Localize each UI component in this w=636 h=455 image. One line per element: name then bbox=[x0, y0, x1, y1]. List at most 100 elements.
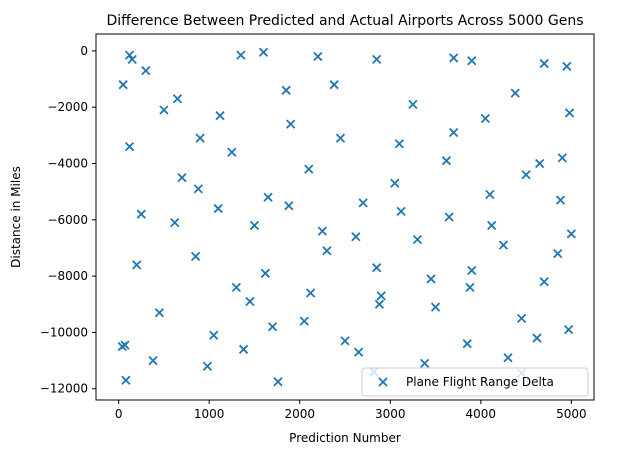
data-point bbox=[267, 322, 278, 332]
data-point bbox=[426, 274, 436, 284]
data-point bbox=[420, 358, 430, 369]
data-point bbox=[215, 111, 225, 121]
x-axis: 0 1000 2000 3000 4000 5000 bbox=[115, 400, 587, 421]
data-point bbox=[227, 147, 237, 157]
data-point bbox=[258, 47, 269, 57]
data-point bbox=[195, 133, 205, 143]
data-point bbox=[305, 288, 316, 298]
data-point bbox=[273, 377, 283, 387]
data-point bbox=[132, 260, 142, 270]
data-point bbox=[390, 178, 400, 188]
plot-area bbox=[117, 47, 577, 387]
data-point bbox=[516, 313, 527, 323]
data-point bbox=[372, 263, 382, 273]
data-point bbox=[136, 209, 146, 219]
data-point bbox=[503, 353, 513, 363]
legend-entry-label: Plane Flight Range Delta bbox=[406, 375, 554, 389]
data-point bbox=[148, 355, 158, 366]
data-point bbox=[245, 296, 255, 307]
data-point bbox=[120, 340, 130, 350]
data-point bbox=[467, 265, 477, 276]
data-point bbox=[190, 251, 201, 262]
data-point bbox=[286, 119, 296, 129]
data-point bbox=[564, 324, 574, 335]
data-point bbox=[159, 105, 169, 115]
data-point bbox=[564, 108, 575, 118]
plot-frame bbox=[95, 33, 595, 401]
data-point bbox=[263, 192, 273, 202]
x-axis-label: Prediction Number bbox=[289, 431, 401, 445]
data-point bbox=[193, 184, 203, 194]
data-point bbox=[284, 201, 294, 211]
data-point bbox=[444, 212, 454, 222]
data-point bbox=[329, 80, 339, 90]
data-point bbox=[313, 51, 323, 62]
data-point bbox=[141, 65, 151, 76]
data-point bbox=[510, 88, 520, 98]
data-point bbox=[351, 232, 361, 242]
data-point bbox=[396, 206, 406, 217]
data-point bbox=[170, 217, 180, 228]
data-point bbox=[487, 220, 497, 231]
data-point bbox=[430, 302, 441, 312]
chart-title: Difference Between Predicted and Actual … bbox=[106, 13, 583, 29]
data-point bbox=[127, 54, 137, 64]
data-point bbox=[154, 308, 165, 318]
data-point bbox=[238, 344, 249, 354]
data-point bbox=[412, 234, 423, 245]
x-tick-label: 4000 bbox=[466, 407, 497, 421]
legend-marker-x-icon bbox=[378, 377, 388, 387]
data-point bbox=[485, 189, 495, 200]
data-point bbox=[322, 246, 332, 256]
data-point bbox=[467, 56, 477, 66]
data-point bbox=[281, 85, 291, 95]
data-point bbox=[317, 226, 328, 236]
data-point bbox=[213, 203, 223, 214]
data-point bbox=[566, 229, 577, 239]
data-point bbox=[465, 282, 475, 293]
data-point bbox=[449, 53, 459, 63]
data-point bbox=[304, 164, 314, 174]
x-tick-label: 0 bbox=[115, 407, 123, 421]
data-point bbox=[555, 195, 566, 205]
legend-marker bbox=[378, 377, 388, 387]
x-tick-label: 2000 bbox=[284, 407, 315, 421]
y-tick-label: −8000 bbox=[47, 269, 88, 283]
data-point bbox=[539, 277, 549, 287]
data-point bbox=[535, 158, 545, 169]
x-tick-label: 5000 bbox=[556, 407, 587, 421]
data-point bbox=[177, 172, 187, 183]
data-point bbox=[260, 268, 270, 278]
data-point bbox=[299, 316, 309, 326]
data-point bbox=[124, 50, 135, 60]
data-point bbox=[394, 139, 404, 149]
y-tick-label: −2000 bbox=[47, 100, 88, 114]
data-point bbox=[521, 170, 531, 180]
legend: Plane Flight Range Delta bbox=[361, 367, 589, 397]
data-point bbox=[353, 347, 364, 357]
data-point bbox=[118, 80, 128, 90]
data-point bbox=[335, 133, 346, 143]
data-point bbox=[374, 299, 385, 309]
y-tick-label: −12000 bbox=[40, 382, 88, 396]
data-point bbox=[376, 291, 386, 301]
data-point bbox=[117, 341, 127, 352]
data-point bbox=[372, 54, 382, 64]
data-point bbox=[121, 375, 131, 385]
data-point bbox=[408, 99, 418, 110]
legend-box bbox=[361, 367, 589, 397]
y-tick-label: −4000 bbox=[47, 157, 88, 171]
data-point bbox=[202, 361, 213, 371]
data-point bbox=[557, 153, 567, 163]
data-point bbox=[340, 336, 350, 346]
data-point bbox=[539, 58, 549, 69]
data-point bbox=[209, 330, 219, 340]
data-point bbox=[441, 156, 452, 166]
data-point bbox=[553, 248, 563, 259]
data-point bbox=[532, 333, 542, 343]
y-tick-label: −10000 bbox=[40, 325, 88, 339]
data-point bbox=[449, 127, 459, 138]
y-tick-label: 0 bbox=[80, 44, 88, 58]
data-point bbox=[124, 141, 135, 152]
